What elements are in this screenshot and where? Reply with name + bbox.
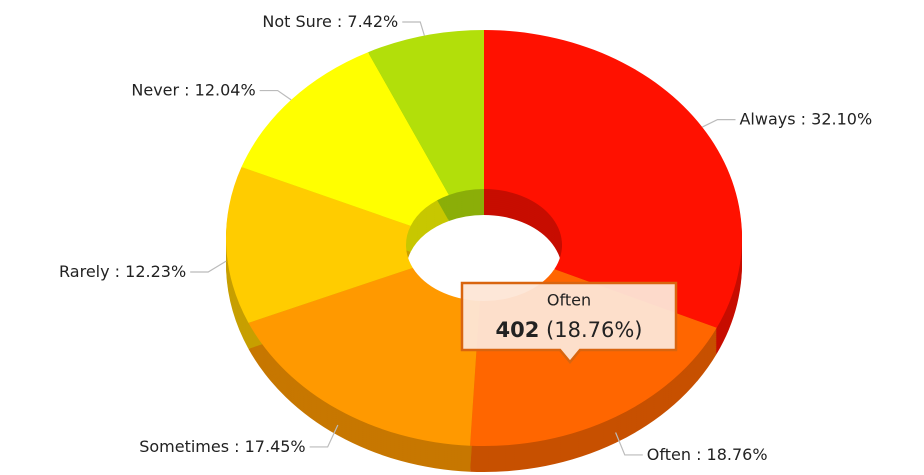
label-separator: : <box>691 444 707 463</box>
label-separator: : <box>229 436 245 455</box>
slice-value-label: 32.10% <box>811 109 872 128</box>
slice-label: Never : 12.04% <box>131 80 255 99</box>
slice <box>248 267 480 446</box>
label-separator: : <box>110 262 126 281</box>
tooltip-body: 402 (18.76%) <box>496 318 643 342</box>
slice-name: Sometimes <box>139 436 229 455</box>
label-separator: : <box>332 12 348 31</box>
labels: Always : 32.10% Often : 18.76% Sometimes :… <box>59 12 872 464</box>
slice-value-label: 7.42% <box>347 12 398 31</box>
slice-value-label: 12.04% <box>195 80 256 99</box>
slice-name: Rarely <box>59 262 110 281</box>
slice <box>226 167 413 323</box>
slice-name: Often <box>647 444 691 463</box>
slice-label: Always : 32.10% <box>739 109 872 128</box>
tooltip-box <box>460 281 678 364</box>
slice <box>484 30 742 328</box>
leader-line <box>402 21 425 36</box>
slice-value-label: 12.23% <box>125 262 186 281</box>
tooltip-title: Often <box>547 291 591 310</box>
slice-name: Always <box>739 109 795 128</box>
slice-label: Not Sure : 7.42% <box>262 12 398 31</box>
slice-label: Sometimes : 17.45% <box>139 436 305 455</box>
slice <box>241 52 449 226</box>
slice <box>368 30 484 195</box>
leader-line <box>190 260 227 273</box>
slice-value-label: 17.45% <box>245 436 306 455</box>
slice-label: Often : 18.76% <box>647 444 768 463</box>
leader-line <box>309 424 339 448</box>
leader-line <box>702 119 736 128</box>
slice-name: Not Sure <box>262 12 331 31</box>
slice-value-label: 18.76% <box>707 444 768 463</box>
label-separator: : <box>796 109 812 128</box>
leader-line <box>259 89 292 101</box>
label-separator: : <box>179 80 195 99</box>
leader-line <box>615 432 643 456</box>
tooltip: Often 402 (18.76%) <box>460 281 678 364</box>
tooltip-detail: (18.76%) <box>546 318 642 342</box>
slice-label: Rarely : 12.23% <box>59 262 186 281</box>
tooltip-value: 402 <box>496 318 540 342</box>
slice-tops <box>226 30 742 446</box>
slice-name: Never <box>131 80 179 99</box>
